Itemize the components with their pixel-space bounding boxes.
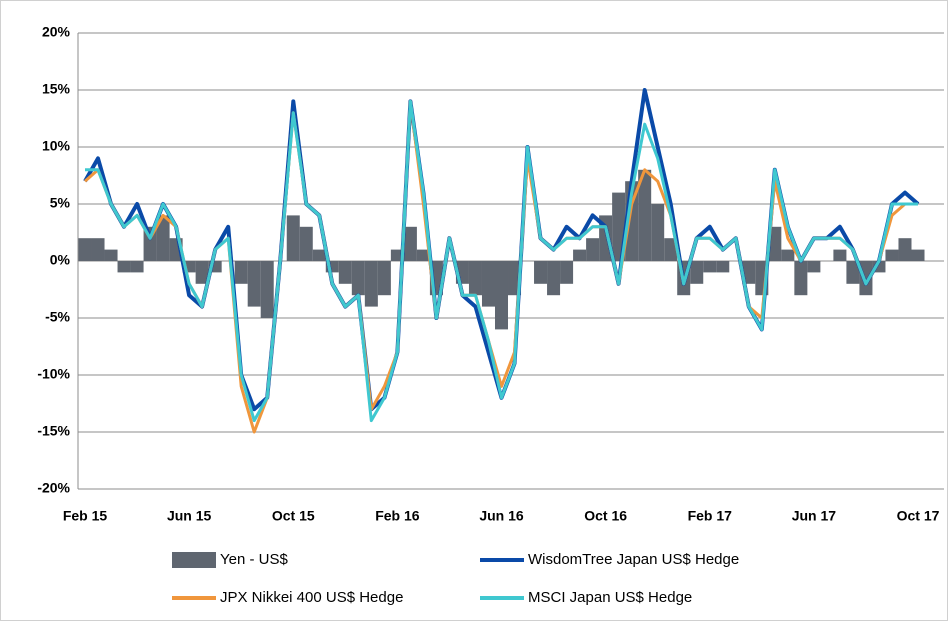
bar [260, 261, 274, 318]
legend-label: WisdomTree Japan US$ Hedge [528, 551, 739, 568]
bar [195, 261, 209, 284]
bar [247, 261, 261, 307]
x-tick-label: Oct 15 [272, 508, 315, 524]
bar [182, 261, 196, 273]
bar [208, 261, 222, 273]
legend-label: Yen - US$ [220, 551, 288, 568]
bar [742, 261, 756, 284]
bar [898, 238, 912, 261]
x-tick-label: Jun 17 [792, 508, 837, 524]
y-tick-label: 5% [50, 195, 71, 211]
bar [130, 261, 144, 273]
y-tick-label: 10% [42, 138, 71, 154]
bar [872, 261, 886, 273]
bar [468, 261, 482, 296]
x-tick-label: Feb 15 [63, 508, 108, 524]
legend-swatch [172, 552, 216, 568]
bar [351, 261, 365, 296]
line [85, 99, 918, 423]
bar [312, 249, 326, 261]
bar [833, 249, 847, 261]
bar [416, 249, 430, 261]
x-tick-label: Jun 16 [479, 508, 524, 524]
y-tick-label: 15% [42, 81, 71, 97]
bar [716, 261, 730, 273]
bar [573, 249, 587, 261]
bar [846, 261, 860, 284]
x-tick-label: Oct 17 [897, 508, 940, 524]
y-tick-label: -10% [37, 366, 70, 382]
bar [364, 261, 378, 307]
bar [547, 261, 561, 296]
x-tick-label: Feb 17 [688, 508, 733, 524]
y-tick-label: -15% [37, 423, 70, 439]
y-tick-label: 20% [42, 24, 71, 40]
y-tick-label: 0% [50, 252, 71, 268]
bar [703, 261, 717, 273]
bar [781, 249, 795, 261]
bar [91, 238, 105, 261]
bar [234, 261, 248, 284]
y-tick-label: -5% [45, 309, 70, 325]
x-tick-label: Oct 16 [584, 508, 627, 524]
x-tick-label: Jun 15 [167, 508, 212, 524]
y-tick-label: -20% [37, 480, 70, 496]
bar [338, 261, 352, 284]
bar [911, 249, 925, 261]
bar [859, 261, 873, 296]
bar [885, 249, 899, 261]
bar [481, 261, 495, 307]
bar [403, 226, 417, 261]
bar [156, 215, 170, 261]
legend-label: JPX Nikkei 400 US$ Hedge [220, 589, 403, 606]
bar [651, 204, 665, 261]
bar [690, 261, 704, 284]
bar [494, 261, 509, 330]
bar [586, 238, 600, 261]
bar [390, 249, 404, 261]
bar [325, 261, 339, 273]
bar [794, 261, 808, 296]
bar [299, 226, 313, 261]
bar [560, 261, 574, 284]
legend-label: MSCI Japan US$ Hedge [528, 589, 692, 606]
bar [104, 249, 118, 261]
bar [117, 261, 131, 273]
bar [78, 238, 92, 261]
bar [286, 215, 300, 261]
bar [664, 238, 678, 261]
bar [377, 261, 391, 296]
bar [638, 169, 652, 261]
bar [768, 226, 782, 261]
bar [807, 261, 821, 273]
bar [534, 261, 548, 284]
x-tick-label: Feb 16 [375, 508, 420, 524]
